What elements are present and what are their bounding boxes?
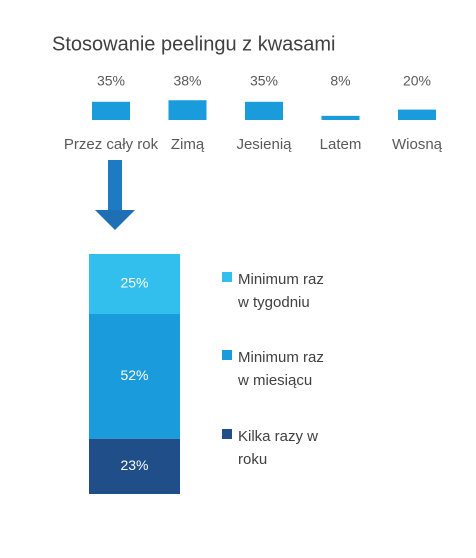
legend-swatch [222, 272, 232, 282]
bar [245, 101, 283, 120]
data-label: 8% [330, 73, 350, 89]
legend-swatch [222, 429, 232, 439]
legend-label: Kilka razy w roku [238, 428, 319, 468]
data-label: 35% [97, 73, 125, 89]
bar [168, 100, 207, 120]
x-tick-label: Zimą [171, 136, 205, 153]
data-label: 35% [250, 73, 278, 89]
x-tick-label: Przez cały rok [64, 136, 159, 153]
bar-segment [89, 254, 180, 314]
data-label: 25% [120, 275, 148, 291]
bar-segment [89, 314, 180, 439]
x-tick-label: Jesienią [236, 136, 292, 153]
bar-segment [89, 438, 180, 494]
bar [398, 109, 436, 120]
legend-swatch [222, 350, 232, 360]
data-label: 20% [403, 73, 431, 89]
data-label: 38% [173, 73, 201, 89]
chart-title: Stosowanie peelingu z kwasami [52, 33, 336, 55]
data-label: 23% [120, 457, 148, 473]
x-tick-label: Latem [320, 136, 362, 153]
legend-label: Minimum raz w tygodniu [238, 271, 324, 311]
data-label: 52% [120, 367, 148, 383]
arrow [95, 160, 135, 230]
bar [321, 115, 360, 120]
bar [92, 101, 130, 120]
legend-label: Minimum raz w miesiącu [238, 349, 324, 389]
x-tick-label: Wiosną [392, 136, 443, 153]
